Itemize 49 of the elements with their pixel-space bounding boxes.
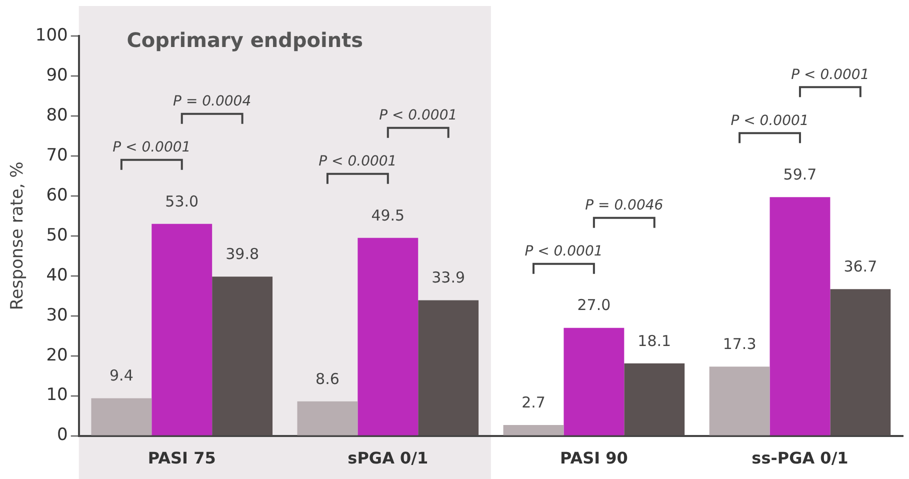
bar <box>418 300 479 436</box>
annotation: P < 0.0001 <box>112 140 191 156</box>
bar <box>503 425 564 436</box>
bar <box>152 224 212 436</box>
data-label: 36.7 <box>844 257 878 276</box>
y-tick-label: 20 <box>46 345 68 366</box>
y-tick-label: 60 <box>46 185 68 206</box>
x-tick-label: PASI 75 <box>148 448 216 468</box>
bar <box>297 401 358 436</box>
bar <box>709 366 770 436</box>
y-tick-label: 0 <box>57 425 68 446</box>
annotation: P < 0.0001 <box>379 108 458 124</box>
data-label: 8.6 <box>316 370 340 388</box>
data-label: 27.0 <box>577 296 611 314</box>
annotation: P < 0.0001 <box>791 66 870 83</box>
y-tick-label: 50 <box>46 225 68 246</box>
annotation: P = 0.0004 <box>173 94 252 110</box>
data-label: 2.7 <box>522 393 546 412</box>
data-label: 17.3 <box>722 335 756 354</box>
annotation: P = 0.0046 <box>585 197 664 214</box>
annotation: P < 0.0001 <box>730 112 809 129</box>
bar <box>830 289 891 436</box>
y-tick-label: 40 <box>46 265 68 286</box>
y-tick-label: 80 <box>46 105 68 126</box>
data-label: 49.5 <box>371 206 405 224</box>
y-tick-label: 90 <box>46 65 68 86</box>
data-label: 59.7 <box>783 166 817 184</box>
annotation: P < 0.0001 <box>318 154 397 170</box>
data-label: 33.9 <box>432 268 466 287</box>
data-label: 39.8 <box>226 245 260 264</box>
x-tick-label: sPGA 0/1 <box>348 448 428 468</box>
bar <box>624 363 685 436</box>
bar <box>358 238 418 436</box>
data-label: 9.4 <box>110 366 134 385</box>
y-axis-title: Response rate, % <box>8 162 28 310</box>
y-tick-label: 70 <box>46 145 68 166</box>
annotation: P < 0.0001 <box>524 243 603 260</box>
bar <box>91 398 152 436</box>
y-tick-label: 10 <box>46 385 68 406</box>
bar <box>564 328 624 436</box>
bar <box>770 197 830 436</box>
y-tick-label: 100 <box>35 25 68 46</box>
bar <box>212 276 273 436</box>
data-label: 18.1 <box>638 332 672 350</box>
y-tick-label: 30 <box>46 305 68 326</box>
band-label: Coprimary endpoints <box>126 28 364 52</box>
x-tick-label: PASI 90 <box>560 448 628 468</box>
x-tick-label: ss-PGA 0/1 <box>752 448 848 468</box>
data-label: 53.0 <box>165 192 199 210</box>
